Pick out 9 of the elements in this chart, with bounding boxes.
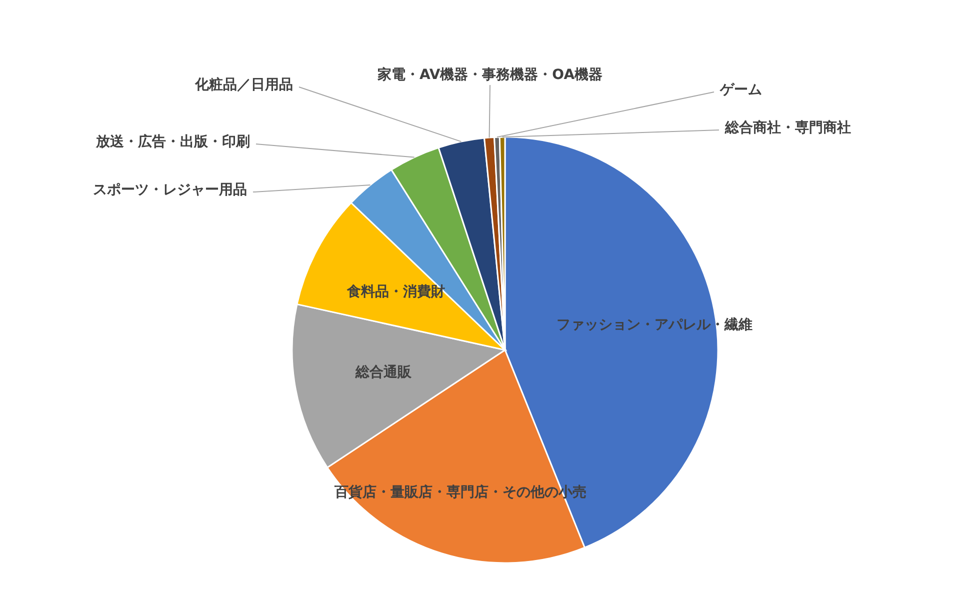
slice-label: 総合商社・専門商社 [724, 119, 851, 136]
slice-label: 化粧品／日用品 [194, 76, 293, 93]
slice-label: 食料品・消費財 [346, 284, 445, 300]
slice-label: 家電・AV機器・事務機器・OA機器 [376, 66, 603, 83]
slice-label: スポーツ・レジャー用品 [93, 182, 247, 198]
slice-label: 総合通販 [354, 364, 413, 381]
slice-label: 放送・広告・出版・印刷 [95, 133, 250, 150]
slice-label: ゲーム [719, 82, 762, 98]
slice-label: ファッション・アパレル・繊維 [556, 316, 753, 333]
